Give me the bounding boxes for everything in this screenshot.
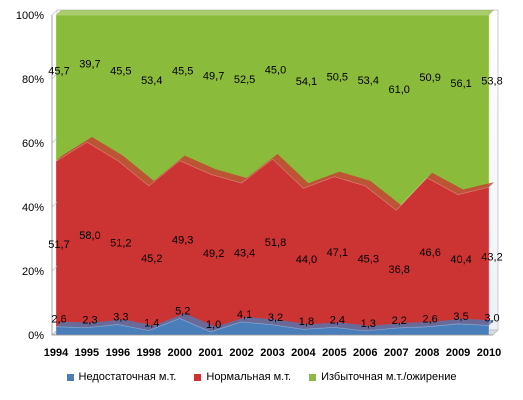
data-label: 51,2 [110, 238, 131, 250]
legend-item: Недостаточная м.т. [66, 371, 177, 384]
x-tick-label: 1994 [44, 347, 69, 359]
y-tick-label: 40% [22, 202, 44, 214]
data-label: 45,0 [265, 65, 286, 77]
legend-label: Нормальная м.т. [206, 371, 292, 384]
data-label: 51,8 [265, 237, 286, 249]
y-tick-label: 100% [16, 10, 44, 22]
x-tick-label: 2005 [322, 347, 346, 359]
data-label: 3,3 [113, 311, 128, 323]
data-label: 43,4 [234, 247, 255, 259]
data-label: 47,1 [327, 247, 348, 259]
data-label: 49,7 [203, 70, 224, 82]
area-edge-series-3 [56, 10, 494, 15]
data-label: 3,5 [453, 311, 468, 323]
gridline-depth [51, 137, 58, 144]
data-label: 49,3 [172, 234, 193, 246]
area-edge-series-2 [56, 137, 494, 211]
x-tick-label: 1996 [106, 347, 130, 359]
legend-swatch [66, 373, 74, 381]
data-label: 5,2 [175, 305, 190, 317]
data-label: 2,6 [51, 314, 66, 326]
y-tick-label: 0% [28, 330, 44, 342]
data-label: 54,1 [296, 76, 317, 88]
data-label: 53,4 [358, 75, 379, 87]
data-label: 40,4 [450, 254, 471, 266]
data-label: 53,8 [481, 75, 502, 87]
x-tick-label: 2006 [353, 347, 377, 359]
x-tick-label: 2008 [415, 347, 439, 359]
data-label: 52,5 [234, 74, 255, 86]
data-label: 43,2 [481, 251, 502, 263]
x-tick-label: 1995 [75, 347, 99, 359]
data-label: 3,2 [268, 312, 283, 324]
x-tick-label: 2009 [446, 347, 470, 359]
data-label: 1,3 [361, 318, 376, 330]
gridline-depth [51, 9, 58, 16]
data-label: 61,0 [389, 84, 410, 96]
legend-swatch [309, 373, 317, 381]
legend-item: Избыточная м.т./ожирение [309, 371, 456, 383]
x-tick-label: 2001 [198, 347, 222, 359]
legend-label: Недостаточная м.т. [78, 371, 177, 384]
data-label: 56,1 [450, 78, 471, 90]
data-label: 50,5 [327, 71, 348, 83]
x-tick-label: 2010 [477, 347, 501, 359]
data-label: 51,7 [48, 239, 69, 251]
data-label: 4,1 [237, 309, 252, 321]
area-edge-series-1 [56, 313, 494, 332]
data-label: 2,4 [330, 314, 345, 326]
gridline-depth [51, 201, 58, 208]
data-label: 1,8 [299, 316, 314, 328]
data-label: 2,6 [422, 314, 437, 326]
legend-label: Избыточная м.т./ожирение [321, 371, 457, 384]
x-tick-label: 2007 [384, 347, 408, 359]
data-label: 36,8 [389, 264, 410, 276]
data-label: 1,0 [206, 319, 221, 331]
legend-swatch [194, 373, 202, 381]
data-label: 53,4 [141, 75, 162, 87]
data-label: 45,3 [358, 253, 379, 265]
legend-item: Нормальная м.т. [194, 371, 291, 383]
x-tick-label: 2003 [260, 347, 284, 359]
data-label: 45,7 [48, 66, 69, 78]
data-label: 1,4 [144, 318, 159, 330]
data-label: 45,5 [110, 65, 131, 77]
x-tick-label: 2000 [167, 347, 191, 359]
legend: Недостаточная м.т. Нормальная м.т. Избыточ… [0, 371, 523, 383]
data-label: 45,5 [172, 65, 193, 77]
data-label: 2,3 [82, 315, 97, 327]
data-label: 2,2 [392, 315, 407, 327]
data-label: 58,0 [79, 230, 100, 242]
y-tick-label: 20% [22, 266, 44, 278]
data-label: 3,0 [484, 312, 499, 324]
data-label: 39,7 [79, 58, 100, 70]
gridline-depth [51, 265, 58, 272]
y-tick-label: 80% [22, 74, 44, 86]
data-label: 46,6 [419, 247, 440, 259]
gridline-depth [51, 73, 58, 80]
data-label: 45,2 [141, 253, 162, 265]
y-tick-label: 60% [22, 138, 44, 150]
x-tick-label: 2004 [291, 347, 316, 359]
data-label: 44,0 [296, 254, 317, 266]
data-label: 49,2 [203, 248, 224, 260]
stacked-area-chart: 0% 20% 40% 60% 80% 100% 1994 1995 1996 1998 2000 2… [16, 9, 503, 359]
data-label: 50,9 [419, 72, 440, 84]
x-tick-label: 2002 [229, 347, 253, 359]
x-tick-label: 1998 [137, 347, 161, 359]
